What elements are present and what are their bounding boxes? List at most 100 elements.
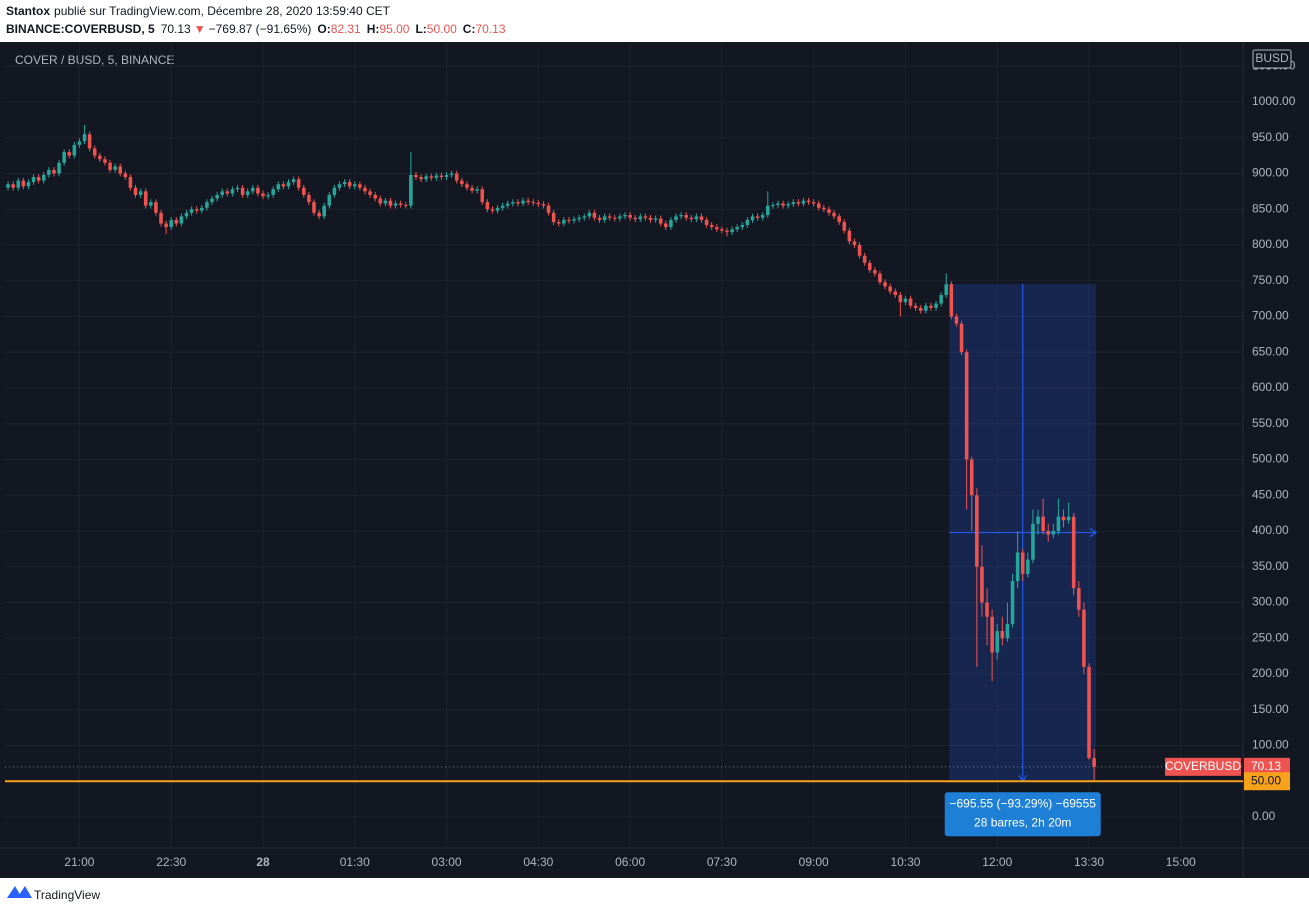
candle-body [230, 189, 235, 194]
candle-body [286, 182, 291, 187]
candle-body [883, 282, 887, 287]
candle-body [653, 218, 658, 220]
candle-body [388, 200, 393, 206]
candle-body [251, 187, 255, 192]
candle-body [959, 323, 964, 353]
measure-label-box [944, 792, 1101, 837]
candle-body [11, 184, 15, 188]
y-tick-label: 750.00 [1252, 273, 1289, 287]
candle-body [949, 284, 954, 317]
candle-body [485, 202, 490, 210]
candle-body [740, 224, 745, 228]
candle-body [750, 216, 755, 220]
candle-body [511, 202, 515, 204]
candle-body [235, 187, 240, 190]
y-tick-label: 200.00 [1252, 666, 1289, 680]
candle-body [597, 217, 602, 220]
candle-body [424, 176, 428, 180]
candle-body [220, 191, 224, 195]
candle-body [572, 219, 576, 221]
ohlc-value: 50.00 [427, 22, 457, 36]
candle-body [873, 270, 877, 274]
candle-body [964, 352, 969, 460]
candle-body [1087, 666, 1091, 759]
candle-body [57, 162, 61, 174]
candle-body [174, 219, 179, 224]
brand: TradingView [34, 888, 100, 902]
candle-body [592, 212, 597, 218]
candle-body [898, 295, 903, 303]
change-arrow: ▼ [194, 22, 206, 36]
candle-body [684, 214, 688, 218]
candle-body [1031, 523, 1035, 560]
candle-body [87, 134, 92, 149]
candle-body [1056, 516, 1061, 531]
candle-body [266, 194, 270, 197]
candle-body [500, 205, 505, 208]
header-line-2: BINANCE:COVERBUSD, 5 70.13 ▼ −769.87 (−91.6… [6, 22, 506, 36]
candle-body [383, 200, 388, 204]
candle-body [16, 180, 21, 188]
y-tick-label: 300.00 [1252, 595, 1289, 609]
candle-body [103, 159, 107, 163]
candle-body [342, 182, 347, 185]
candle-body [276, 184, 281, 190]
chart-title: COVER / BUSD, 5, BINANCE [15, 53, 174, 67]
candle-body [587, 212, 592, 217]
header-line-1: Stantox publié sur TradingView.com, Décem… [6, 4, 391, 18]
candle-body [41, 174, 46, 181]
candle-body [837, 216, 841, 223]
candle-body [806, 200, 811, 203]
candle-body [77, 141, 82, 145]
candle-body [648, 217, 653, 220]
candle-body [760, 214, 765, 218]
candle-body [118, 166, 123, 174]
candle-body [444, 174, 449, 178]
candle-body [296, 179, 301, 188]
candle-body [679, 214, 683, 217]
candle-body [307, 194, 311, 203]
candle-body [439, 175, 444, 178]
candle-body [694, 216, 699, 220]
candle-body [556, 222, 561, 224]
measure-label: −695.55 (−93.29%) −69555 [949, 796, 1096, 810]
x-tick-label: 10:30 [890, 855, 920, 869]
candle-body [480, 189, 485, 203]
candle-body [26, 182, 31, 187]
candle-body [985, 602, 989, 617]
candle-body [414, 174, 418, 178]
candle-body [47, 169, 51, 175]
candle-body [847, 230, 852, 242]
candle-body [516, 202, 520, 204]
y-tick-label: 500.00 [1252, 452, 1289, 466]
candle-body [327, 194, 332, 206]
candle-body [460, 180, 464, 185]
y-tick-label: 600.00 [1252, 380, 1289, 394]
logo-icon [7, 886, 32, 898]
candle-body [658, 218, 663, 224]
candle-body [816, 203, 821, 208]
candle-body [169, 219, 174, 228]
candles [6, 124, 1096, 782]
candle-body [903, 298, 908, 303]
candle-body [852, 241, 857, 245]
candle-body [822, 207, 826, 210]
candle-body [21, 180, 26, 187]
candle-body [704, 219, 709, 225]
candle-body [638, 216, 643, 220]
last-price: 70.13 [161, 22, 191, 36]
candle-body [225, 191, 230, 194]
candle-body [1046, 530, 1051, 535]
candle-body [725, 230, 729, 233]
x-tick-label: 07:30 [707, 855, 737, 869]
candle-body [449, 173, 454, 175]
candle-body [1051, 530, 1056, 535]
candle-body [796, 202, 801, 204]
y-tick-label: 100.00 [1252, 738, 1289, 752]
y-tick-label: 150.00 [1252, 702, 1289, 716]
y-tick-label: 700.00 [1252, 309, 1289, 323]
candle-body [312, 202, 316, 213]
candle-body [149, 202, 153, 206]
